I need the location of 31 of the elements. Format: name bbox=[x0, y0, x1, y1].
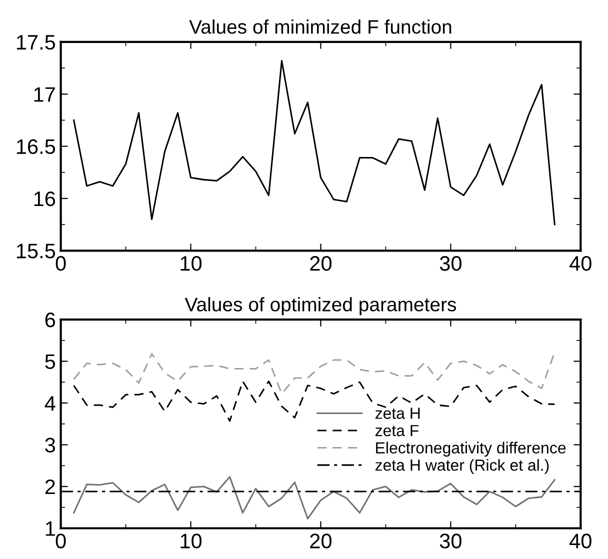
y-tick-label: 6 bbox=[45, 312, 56, 328]
y-tick-label: 5 bbox=[45, 354, 56, 370]
x-tick-label: 10 bbox=[180, 534, 202, 548]
line-series bbox=[73, 60, 556, 226]
x-tick-label: 0 bbox=[56, 256, 66, 271]
x-tick-label: 40 bbox=[570, 256, 592, 271]
legend-label: zeta F bbox=[375, 425, 419, 436]
line-series bbox=[73, 476, 556, 520]
legend-label: Electronegativity difference bbox=[376, 442, 566, 457]
y-tick-label: 1 bbox=[46, 521, 55, 536]
x-tick-label: 30 bbox=[440, 534, 462, 548]
y-tick-label: 15.5 bbox=[16, 244, 56, 258]
x-tick-label: 20 bbox=[310, 256, 332, 271]
x-tick-label: 0 bbox=[56, 534, 66, 548]
chart-title: Values of minimized F function bbox=[189, 20, 452, 34]
x-tick-label: 20 bbox=[310, 534, 332, 548]
y-tick-label: 16 bbox=[34, 191, 56, 206]
y-tick-label: 17.5 bbox=[16, 35, 56, 50]
x-tick-label: 40 bbox=[570, 534, 592, 548]
y-tick-label: 16.5 bbox=[16, 139, 56, 154]
y-tick-label: 4 bbox=[44, 396, 56, 411]
chart-title: Values of optimized parameters bbox=[184, 297, 456, 316]
y-tick-label: 2 bbox=[45, 480, 55, 494]
legend-label: zeta H water (Rick et al.) bbox=[375, 459, 549, 474]
line-series bbox=[73, 380, 556, 422]
line-series bbox=[73, 351, 556, 395]
y-tick-label: 3 bbox=[45, 438, 56, 453]
x-tick-label: 30 bbox=[440, 256, 462, 271]
legend-label: zeta H bbox=[375, 408, 420, 419]
y-tick-label: 17 bbox=[34, 87, 55, 102]
x-tick-label: 10 bbox=[180, 256, 202, 271]
